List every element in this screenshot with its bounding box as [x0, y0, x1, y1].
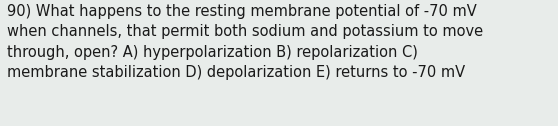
Text: 90) What happens to the resting membrane potential of -70 mV
when channels, that: 90) What happens to the resting membrane…: [7, 4, 483, 80]
